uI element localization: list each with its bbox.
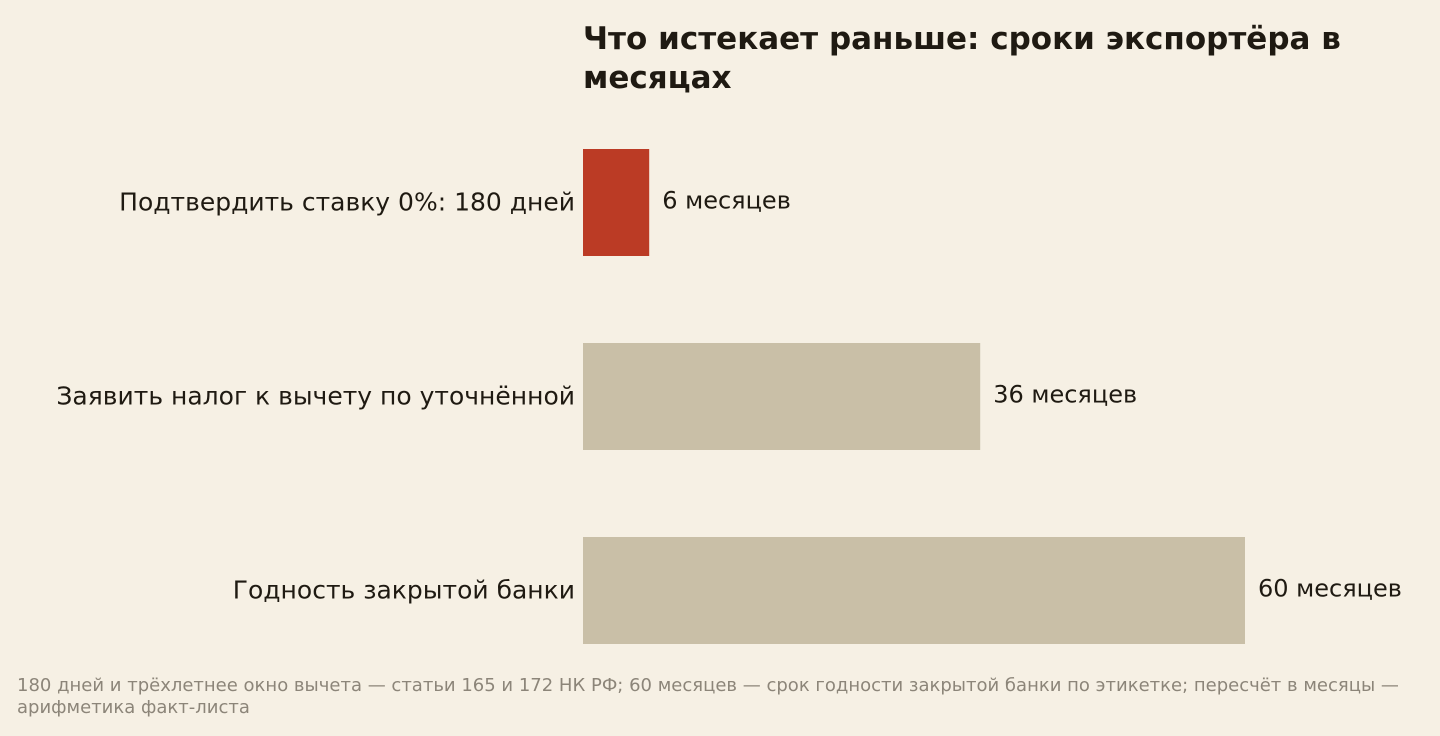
bar-2 [583, 343, 981, 450]
bar-1 [583, 149, 650, 256]
value-label-2: 36 месяцев [993, 381, 1137, 409]
value-label-3: 60 месяцев [1258, 575, 1402, 603]
category-label-2: Заявить налог к вычету по уточнённой [56, 382, 575, 411]
category-label-1: Подтвердить ставку 0%: 180 дней [119, 188, 575, 217]
source-note: 180 дней и трёхлетнее окно вычета — стат… [17, 675, 1399, 718]
value-label-1: 6 месяцев [662, 187, 791, 215]
category-label-3: Годность закрытой банки [233, 576, 575, 605]
bar-3 [583, 537, 1245, 644]
chart-title: Что истекает раньше: сроки экспортёра в … [583, 21, 1341, 96]
